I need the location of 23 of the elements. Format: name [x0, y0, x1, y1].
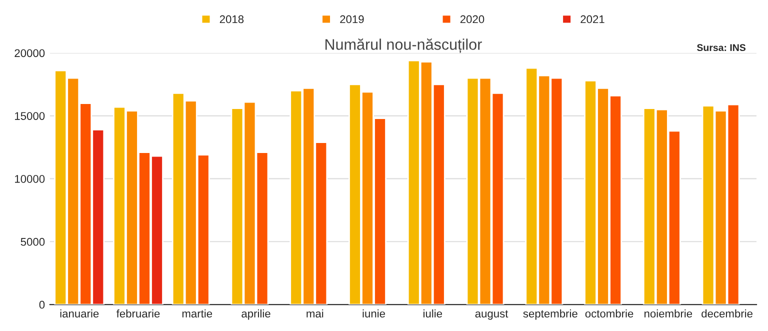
x-tick-label: iulie [424, 309, 442, 318]
x-tick-label: decembrie [702, 309, 752, 318]
legend-label: 2018 [220, 15, 244, 24]
y-tick-label: 15000 [15, 112, 45, 120]
x-tick-label: martie [182, 309, 212, 318]
x-tick-label: mai [306, 309, 324, 318]
x-tick-label: noiembrie [644, 309, 692, 318]
legend-label: 2020 [460, 15, 484, 24]
x-tick-label: februarie [116, 309, 160, 318]
y-tick-label: 0 [39, 300, 45, 309]
y-tick-label: 20000 [14, 49, 45, 58]
legend-label: 2019 [340, 15, 364, 24]
chart-title: Numărul nou-născuților [325, 38, 482, 53]
x-tick-label: august [475, 310, 508, 320]
y-tick-label: 10000 [15, 175, 45, 183]
x-tick-label: aprilie [242, 309, 270, 320]
x-tick-label: septembrie [523, 309, 578, 320]
x-tick-label: octombrie [585, 309, 634, 318]
legend-label: 2021 [580, 15, 604, 24]
text: Sursa: INS [696, 44, 746, 52]
x-tick-label: iunie [362, 309, 386, 318]
y-tick-label: 5000 [20, 238, 45, 246]
x-tick-label: ianuarie [60, 309, 99, 318]
